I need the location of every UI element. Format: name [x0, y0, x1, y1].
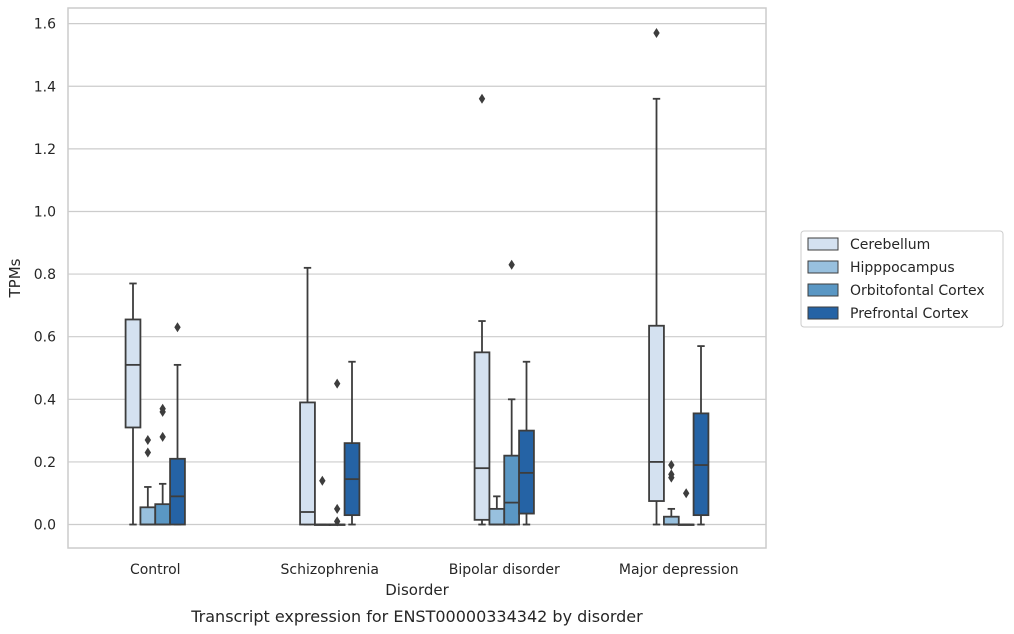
box-iqr: [648, 324, 665, 502]
outlier-point: [668, 469, 675, 480]
legend-label: Orbitofontal Cortex: [850, 283, 985, 299]
outlier-point: [333, 378, 341, 389]
box-iqr: [124, 318, 142, 429]
boxes: [124, 28, 710, 527]
box-iqr: [169, 457, 186, 526]
box-cerebellum: [648, 28, 665, 526]
outlier-point: [159, 403, 166, 414]
outlier-point: [333, 516, 341, 527]
y-axis-label: TPMs: [6, 258, 24, 298]
legend-items: Cerebellum Hipppocampus Orbitofontal Corte…: [807, 237, 985, 322]
box-iqr: [488, 507, 506, 526]
x-tick-label: Bipolar disorder: [449, 562, 560, 578]
box-orbitofontal-cortex: [677, 488, 695, 526]
box-cerebellum: [124, 282, 142, 526]
y-axis-ticks: 0.0 0.2 0.4 0.6 0.8 1.0 1.2 1.4 1.6: [34, 17, 56, 534]
legend-swatch: [807, 306, 839, 320]
box-prefrontal-cortex: [518, 360, 535, 526]
box-iqr: [139, 506, 157, 526]
legend-frame: [800, 230, 1004, 328]
box-iqr: [299, 401, 316, 526]
box-prefrontal-cortex: [692, 345, 710, 526]
y-tick-label: 0.0: [34, 518, 56, 534]
box-hipppocampus: [139, 435, 157, 526]
legend-swatch: [807, 260, 839, 274]
legend-label: Hipppocampus: [850, 260, 955, 276]
box-iqr: [154, 503, 171, 526]
box-prefrontal-cortex: [169, 322, 186, 526]
box-iqr: [663, 515, 680, 526]
outlier-point: [144, 447, 152, 458]
y-tick-label: 0.2: [34, 455, 56, 471]
box-hipppocampus: [314, 475, 331, 526]
outlier-point: [478, 93, 486, 104]
legend-label: Prefrontal Cortex: [850, 306, 969, 322]
outlier-point: [144, 435, 152, 445]
box-prefrontal-cortex: [343, 360, 361, 526]
legend-swatch: [807, 237, 839, 251]
y-tick-label: 0.6: [34, 330, 56, 346]
y-tick-label: 1.4: [34, 79, 56, 95]
outlier-point: [682, 488, 690, 499]
outlier-point: [333, 503, 341, 514]
y-tick-label: 0.4: [34, 392, 56, 408]
legend-label: Cerebellum: [850, 237, 930, 253]
y-tick-label: 1.6: [34, 17, 56, 33]
outlier-point: [668, 460, 675, 471]
box-iqr: [503, 454, 520, 526]
y-tick-label: 1.2: [34, 142, 56, 158]
legend: Cerebellum Hipppocampus Orbitofontal Corte…: [800, 230, 1004, 328]
box-iqr: [473, 351, 491, 521]
plot-frame: [67, 7, 767, 549]
outlier-point: [174, 322, 181, 333]
outlier-point: [159, 431, 166, 442]
x-axis-label: Disorder: [385, 581, 449, 599]
outlier-point: [653, 28, 660, 39]
box-orbitofontal-cortex: [328, 378, 346, 527]
y-tick-label: 0.8: [34, 267, 56, 283]
chart-caption: Transcript expression for ENST0000033434…: [190, 607, 643, 626]
box-orbitofontal-cortex: [503, 259, 520, 526]
legend-swatch: [807, 283, 839, 297]
x-tick-label: Control: [130, 562, 181, 578]
outlier-point: [508, 259, 515, 270]
box-cerebellum: [473, 93, 491, 526]
y-tick-label: 1.0: [34, 204, 56, 220]
outlier-point: [319, 475, 326, 486]
box-hipppocampus: [488, 495, 506, 526]
x-axis-ticks: Control Schizophrenia Bipolar disorder Majo…: [130, 562, 739, 578]
x-tick-label: Schizophrenia: [281, 562, 379, 578]
box-orbitofontal-cortex: [154, 403, 171, 526]
box-hipppocampus: [663, 460, 680, 526]
box-cerebellum: [299, 266, 316, 526]
x-tick-label: Major depression: [619, 562, 739, 578]
